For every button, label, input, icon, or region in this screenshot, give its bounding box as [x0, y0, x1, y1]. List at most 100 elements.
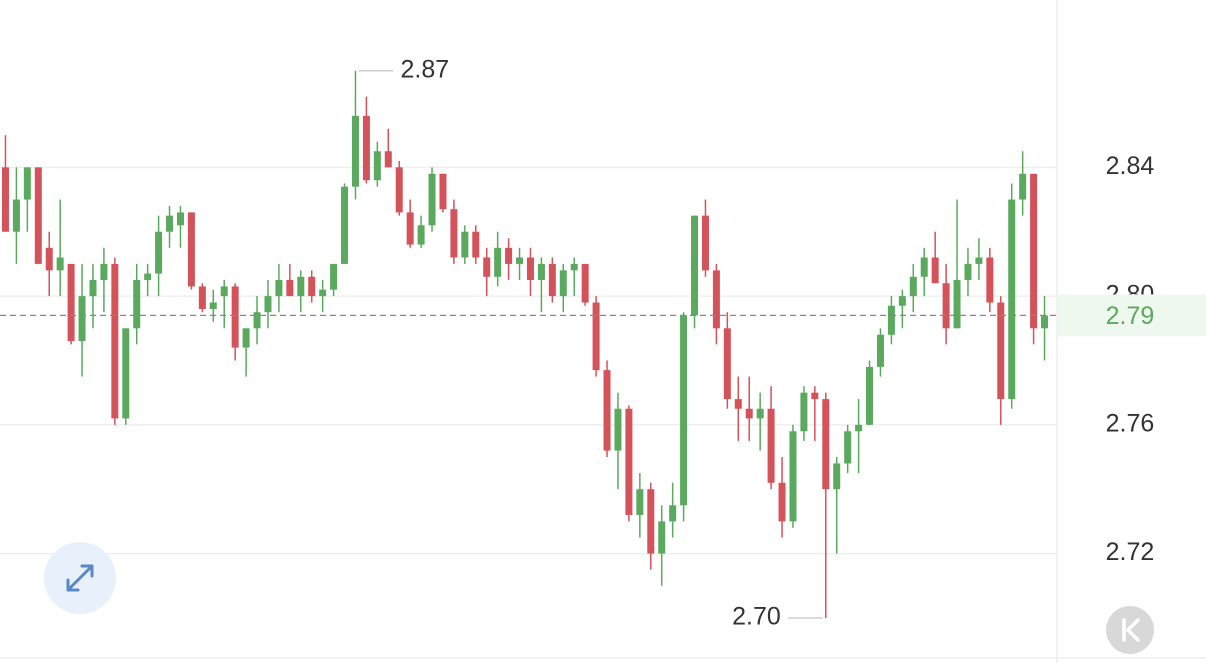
candle-body — [647, 489, 655, 554]
candle-body — [341, 186, 349, 264]
last-price-box — [1058, 294, 1206, 337]
candle-body — [691, 215, 699, 316]
candle-body — [592, 302, 600, 371]
candle-body — [34, 167, 42, 264]
candle-body — [822, 399, 830, 490]
candle-body — [866, 366, 874, 425]
candle-body — [56, 257, 64, 271]
candle-body — [253, 312, 261, 329]
candle-body — [581, 263, 589, 303]
candle-body — [319, 289, 327, 297]
candle-body — [242, 328, 250, 348]
candle-body — [548, 263, 556, 297]
grid: 2.722.762.802.84 — [0, 152, 1154, 566]
candle-body — [986, 257, 994, 303]
candle-body — [494, 247, 502, 277]
candle-body — [1041, 315, 1049, 329]
candle-body — [417, 225, 425, 245]
candle-body — [603, 370, 611, 451]
expand-button[interactable] — [44, 542, 116, 614]
candle-body — [516, 257, 524, 264]
candle-body — [942, 283, 950, 329]
candle-body — [100, 263, 108, 281]
annotation-label: 2.87 — [400, 55, 449, 83]
candle-body — [330, 263, 338, 290]
candle-body — [428, 173, 436, 226]
candle-body — [133, 280, 141, 329]
candle-body — [1, 167, 9, 232]
y-tick-label: 2.76 — [1106, 409, 1155, 437]
candle-body — [351, 115, 359, 187]
candle-body — [286, 280, 294, 297]
candle-body — [505, 247, 513, 264]
candle-body — [111, 263, 119, 419]
candle-body — [483, 257, 491, 277]
candle-body — [384, 151, 392, 168]
candle-body — [701, 215, 709, 271]
candle-body — [975, 257, 983, 264]
candle-body — [406, 212, 414, 245]
y-tick-label: 2.84 — [1106, 152, 1155, 180]
candle-body — [187, 212, 195, 287]
candle-body — [953, 280, 961, 329]
candle-body — [669, 505, 677, 522]
candle-body — [876, 334, 884, 367]
candle-body — [220, 286, 228, 297]
candle-body — [756, 408, 764, 419]
candle-body — [537, 263, 545, 281]
overlay: 2.87 2.70 2.79 — [0, 55, 1206, 631]
back-to-latest-button[interactable] — [1106, 606, 1154, 654]
candle-body — [855, 424, 863, 432]
candle-body — [45, 247, 53, 271]
candle-body — [909, 276, 917, 297]
candle-body — [680, 315, 688, 506]
candle-body — [614, 408, 622, 451]
candle-body — [844, 431, 852, 464]
candle-body — [811, 392, 819, 400]
candle-body — [439, 173, 447, 210]
candle-body — [472, 231, 480, 258]
annotation-label: 2.70 — [732, 603, 781, 631]
candle-body — [461, 231, 469, 258]
candle-body — [625, 408, 633, 515]
candle-body — [997, 302, 1005, 400]
candle-body — [767, 408, 775, 483]
candle-body — [920, 257, 928, 277]
candle-body — [1030, 173, 1038, 329]
candles — [1, 70, 1049, 618]
candle-body — [155, 231, 163, 274]
candle-body — [297, 276, 305, 297]
last-price-label: 2.79 — [1106, 302, 1155, 330]
candle-body — [559, 270, 567, 297]
candle-body — [166, 215, 174, 232]
candle-body — [745, 408, 753, 419]
y-tick-label: 2.72 — [1106, 538, 1155, 566]
candle-body — [198, 286, 206, 309]
candle-body — [1019, 173, 1027, 200]
candle-body — [723, 328, 731, 400]
candle-body — [450, 209, 458, 258]
candle-body — [898, 296, 906, 306]
candle-body — [1008, 199, 1016, 400]
candle-body — [931, 257, 939, 284]
candle-body — [658, 521, 666, 554]
candle-body — [395, 167, 403, 213]
candle-body — [67, 263, 75, 342]
candle-body — [122, 328, 130, 419]
candle-body — [887, 305, 895, 335]
candle-body — [264, 296, 272, 313]
candle-body — [636, 489, 644, 515]
candle-body — [176, 212, 184, 226]
candle-body — [231, 286, 239, 348]
candle-body — [78, 296, 86, 342]
candle-body — [800, 392, 808, 432]
candle-body — [23, 167, 31, 200]
candle-body — [570, 263, 578, 271]
candle-body — [275, 280, 283, 297]
candle-body — [964, 263, 972, 281]
candle-body — [778, 482, 786, 522]
candle-body — [373, 151, 381, 181]
candle-body — [712, 270, 720, 329]
